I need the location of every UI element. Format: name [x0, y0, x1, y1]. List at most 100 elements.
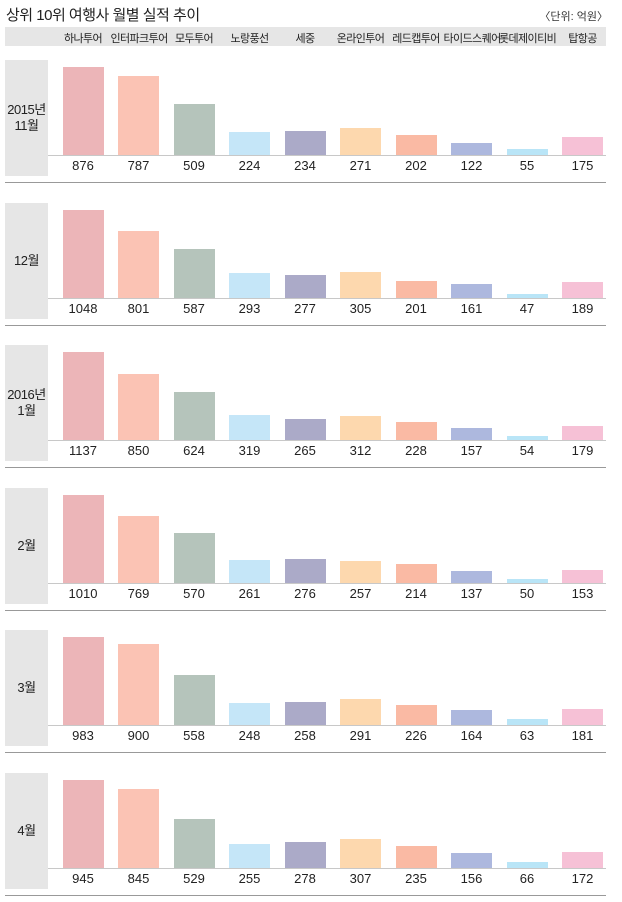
- bar: [562, 426, 603, 440]
- value-label: 181: [571, 728, 594, 743]
- bar: [62, 210, 104, 298]
- value-label: 161: [460, 301, 483, 316]
- value-label: 55: [519, 158, 535, 173]
- bar: [451, 710, 492, 725]
- bar: [395, 846, 437, 868]
- value-label: 570: [183, 586, 205, 601]
- month-panel: 12월 1048 801 587 293 277 305 201 161 47 189: [5, 203, 606, 326]
- bar: [506, 294, 548, 298]
- bar: [340, 560, 381, 583]
- month-panel: 2015년 11월 876 787 509 224 234 271 202 122 55 175: [5, 60, 606, 183]
- value-label: 307: [349, 871, 372, 886]
- bar: [284, 558, 326, 583]
- bar: [451, 853, 492, 868]
- bar: [506, 149, 548, 155]
- category-label: 타이드스퀘어: [443, 33, 502, 45]
- bar: [562, 851, 603, 868]
- value-label: 153: [571, 586, 594, 601]
- baseline: [48, 298, 606, 299]
- bar: [562, 708, 603, 725]
- value-label: 248: [238, 728, 261, 743]
- month-label: 3월: [5, 630, 48, 746]
- value-label: 201: [405, 301, 427, 316]
- month-panel: 3월 983 900 558 248 258 291 226 164 63 181: [5, 630, 606, 753]
- value-label: 202: [405, 158, 427, 173]
- baseline: [48, 868, 606, 869]
- baseline: [48, 583, 606, 584]
- value-label: 509: [183, 158, 205, 173]
- category-label: 인터파크투어: [110, 33, 169, 45]
- bar: [229, 415, 270, 440]
- value-label: 983: [72, 728, 94, 743]
- value-label: 63: [519, 728, 535, 743]
- bar: [229, 844, 270, 868]
- bar: [62, 495, 104, 583]
- bar: [284, 419, 326, 440]
- value-label: 291: [349, 728, 372, 743]
- value-label: 293: [238, 301, 261, 316]
- bar: [562, 569, 603, 583]
- month-label: 2월: [5, 488, 48, 604]
- bar: [506, 578, 548, 583]
- bar: [506, 435, 548, 440]
- bar: [395, 704, 437, 725]
- divider: [5, 182, 606, 183]
- value-label: 157: [460, 443, 483, 458]
- baseline: [48, 725, 606, 726]
- bar: [62, 352, 104, 440]
- value-label: 587: [183, 301, 205, 316]
- value-label: 624: [183, 443, 205, 458]
- month-label: 12월: [5, 203, 48, 319]
- value-label: 850: [127, 443, 150, 458]
- bar: [173, 675, 215, 725]
- value-label: 845: [127, 871, 150, 886]
- category-label: 탑항공: [568, 33, 597, 45]
- bar: [173, 248, 215, 298]
- value-label: 787: [127, 158, 150, 173]
- bar: [62, 67, 104, 155]
- value-label: 319: [238, 443, 261, 458]
- bar: [340, 272, 381, 298]
- value-label: 876: [72, 158, 94, 173]
- bar: [395, 281, 437, 298]
- value-label: 265: [294, 443, 316, 458]
- bar: [173, 818, 215, 868]
- bar: [395, 134, 437, 155]
- category-header: 하나투어 인터파크투어 모두투어 노랑풍선 세중 온라인투어 레드캡투어 타이드스퀘어 롯데제이…: [5, 27, 606, 46]
- bar: [451, 571, 492, 583]
- bar: [284, 701, 326, 725]
- bar: [506, 719, 548, 725]
- bar: [118, 75, 159, 155]
- category-label: 모두투어: [174, 33, 214, 45]
- bar: [62, 637, 104, 725]
- bar: [173, 103, 215, 155]
- category-label: 노랑풍선: [230, 33, 269, 45]
- value-label: 228: [405, 443, 427, 458]
- value-label: 234: [294, 158, 316, 173]
- value-label: 179: [571, 443, 594, 458]
- bar: [118, 230, 159, 298]
- category-label: 온라인투어: [336, 33, 385, 45]
- bar: [118, 644, 159, 725]
- value-label: 278: [294, 871, 316, 886]
- month-label: 4월: [5, 773, 48, 889]
- value-label: 945: [72, 871, 94, 886]
- unit-label: 〈단위: 억원〉: [539, 11, 608, 23]
- value-label: 276: [294, 586, 316, 601]
- value-label: 175: [571, 158, 594, 173]
- bar: [340, 415, 381, 440]
- category-label: 하나투어: [63, 33, 103, 45]
- value-label: 66: [519, 871, 535, 886]
- bar: [451, 284, 492, 298]
- bar: [229, 560, 270, 583]
- month-panel: 2016년 1월 1137 850 624 319 265 312 228 157 54 179: [5, 345, 606, 468]
- bar: [229, 273, 270, 298]
- bar: [284, 131, 326, 155]
- value-label: 226: [405, 728, 427, 743]
- value-label: 271: [349, 158, 372, 173]
- divider: [5, 325, 606, 326]
- value-label: 54: [519, 443, 535, 458]
- baseline: [48, 440, 606, 441]
- month-label: 2016년 1월: [5, 345, 48, 461]
